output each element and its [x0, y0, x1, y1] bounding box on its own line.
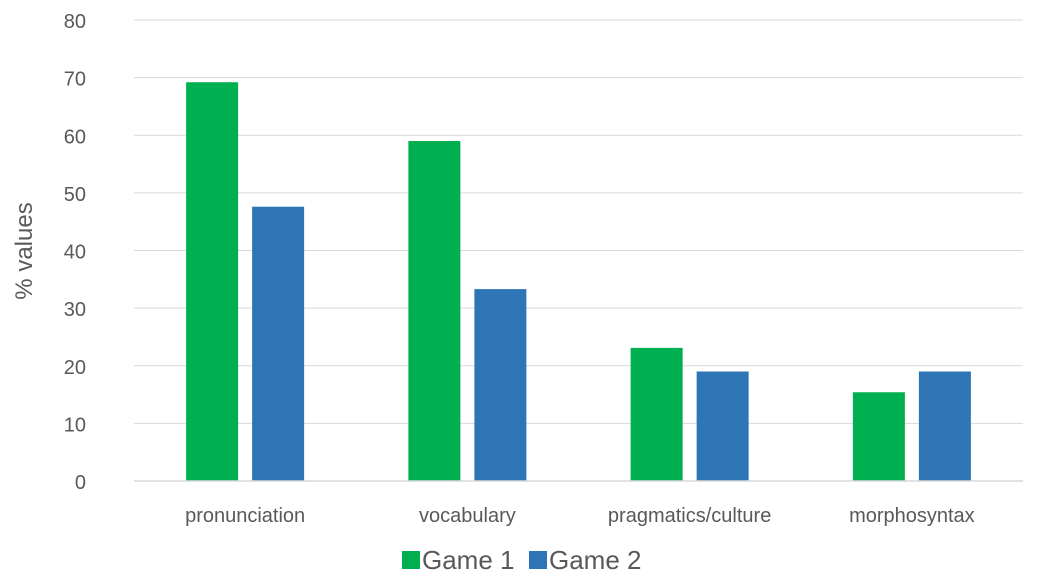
legend-label: Game 2	[549, 545, 642, 575]
y-tick-label: 20	[64, 357, 86, 379]
bars	[186, 82, 971, 482]
y-tick-label: 40	[64, 242, 86, 264]
x-tick-label: morphosyntax	[849, 505, 975, 527]
y-tick-label: 60	[64, 126, 86, 148]
bar-game-2-vocabulary	[474, 289, 527, 481]
x-tick-label: pronunciation	[185, 505, 305, 527]
bar-game-2-morphosyntax	[918, 371, 971, 481]
x-tick-label: vocabulary	[419, 505, 516, 527]
legend: Game 1 Game 2	[402, 545, 642, 575]
y-axis-label: % values	[11, 202, 38, 299]
x-axis-ticks: pronunciation vocabulary pragmatics/cultur…	[185, 505, 975, 527]
y-tick-label: 70	[64, 69, 86, 91]
bar-game-2-pragmatics-culture	[696, 371, 749, 481]
y-axis-ticks: 0 10 20 30 40 50 60 70 80	[64, 11, 86, 494]
bar-game-1-pronunciation	[186, 82, 239, 482]
legend-swatch	[529, 551, 547, 569]
x-tick-label: pragmatics/culture	[608, 505, 771, 527]
y-tick-label: 50	[64, 184, 86, 206]
legend-label: Game 1	[422, 545, 515, 575]
y-tick-label: 80	[64, 11, 86, 33]
bar-game-2-pronunciation	[252, 206, 305, 481]
bar-game-1-vocabulary	[408, 141, 461, 481]
bar-game-1-pragmatics-culture	[630, 347, 683, 481]
legend-swatch	[402, 551, 420, 569]
y-tick-label: 30	[64, 299, 86, 321]
y-tick-label: 10	[64, 414, 86, 436]
y-tick-label: 0	[75, 472, 86, 494]
bar-game-1-morphosyntax	[852, 392, 905, 481]
